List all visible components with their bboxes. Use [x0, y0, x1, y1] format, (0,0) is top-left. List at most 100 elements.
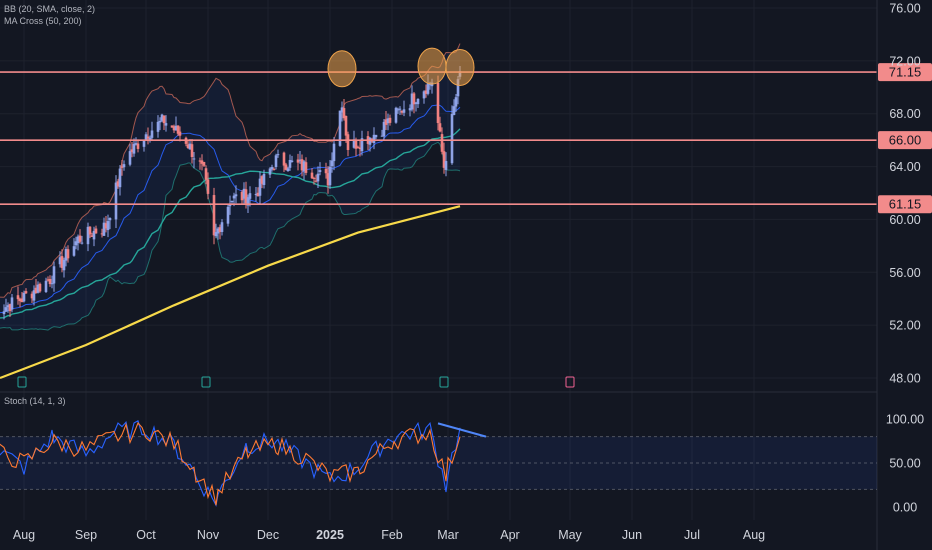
candle-body	[46, 279, 50, 281]
candle-body	[174, 125, 178, 131]
candle-body	[22, 292, 26, 302]
price-tick-label: 76.00	[889, 2, 920, 16]
candle-body	[426, 82, 430, 94]
candle-body	[276, 154, 280, 156]
candle-body	[58, 257, 62, 265]
candle-body	[30, 293, 34, 299]
candle-body	[254, 193, 258, 196]
candle-body	[92, 230, 96, 240]
candle-body	[164, 123, 168, 126]
bollinger-lower	[0, 141, 461, 331]
candle-body	[130, 149, 134, 152]
price-tick-label: 52.00	[889, 319, 920, 333]
candle-body	[16, 295, 20, 300]
candle-body	[74, 241, 78, 246]
time-tick-label: Aug	[743, 528, 765, 542]
candle-body	[104, 223, 108, 229]
candle-body	[272, 168, 276, 170]
highlight-circle	[445, 48, 475, 86]
candles[interactable]	[0, 65, 462, 324]
legend-stoch[interactable]: Stoch (14, 1, 3)	[4, 396, 66, 406]
event-markers[interactable]	[17, 376, 575, 388]
legend-bb[interactable]: BB (20, SMA, close, 2)	[4, 4, 95, 14]
candle-body	[282, 152, 286, 166]
candle-body	[436, 82, 440, 123]
candle-body	[148, 137, 152, 141]
candle-body	[258, 178, 262, 196]
highlight-circle	[417, 47, 447, 85]
candle-body	[36, 284, 40, 293]
candle-body	[158, 120, 162, 123]
candle-body	[186, 144, 190, 148]
candle-body	[324, 168, 328, 174]
candle-body	[214, 232, 218, 237]
candle-body	[88, 226, 92, 235]
level-badge	[878, 131, 932, 150]
candle-body	[76, 236, 80, 244]
candle-body	[372, 134, 376, 143]
candle-body	[108, 218, 112, 221]
price-tick-label: 64.00	[889, 160, 920, 174]
candle-body	[146, 136, 150, 139]
candle-body	[172, 126, 176, 131]
candle-body	[162, 115, 166, 124]
candle-body	[454, 97, 458, 107]
candle-body	[18, 298, 22, 302]
candle-body	[368, 137, 372, 145]
candle-body	[178, 131, 182, 136]
candle-body	[44, 280, 48, 292]
time-tick-label: May	[558, 528, 582, 542]
candle-body	[438, 123, 442, 132]
legend-ma-cross[interactable]: MA Cross (50, 200)	[4, 16, 82, 26]
candle-body	[60, 256, 64, 268]
price-tick-label: 68.00	[889, 107, 920, 121]
candle-body	[246, 197, 250, 206]
candle-body	[398, 108, 402, 110]
candle-body	[302, 161, 306, 172]
candle-body	[338, 110, 342, 146]
candle-body	[120, 166, 124, 168]
candle-body	[34, 287, 38, 294]
stoch-trendline[interactable]	[437, 422, 487, 438]
stoch-band	[0, 436, 877, 490]
candle-body	[176, 125, 180, 134]
candle-body	[312, 177, 316, 179]
candle-body	[288, 159, 292, 168]
candle-body	[226, 206, 230, 224]
time-tick-label: Feb	[381, 528, 403, 542]
price-axis[interactable]: 76.00 72.00 68.00 64.00 60.00 56.00 52.00 48.00	[889, 2, 920, 386]
bollinger-upper	[0, 43, 461, 298]
highlight-circles[interactable]	[327, 47, 475, 88]
candle-body	[66, 249, 70, 259]
event-marker-icon	[17, 376, 27, 388]
candle-body	[332, 143, 336, 162]
candle-body	[396, 109, 400, 111]
candle-body	[2, 311, 6, 315]
candle-body	[422, 91, 426, 99]
candle-body	[170, 125, 174, 128]
candle-body	[342, 108, 346, 119]
candle-body	[408, 108, 412, 111]
candle-body	[356, 146, 360, 148]
stoch-tick-label: 100.00	[886, 413, 924, 427]
time-tick-label: Dec	[257, 528, 279, 542]
candle-body	[100, 233, 104, 235]
candle-body	[102, 222, 106, 236]
time-tick-label: Oct	[136, 528, 156, 542]
candle-body	[204, 168, 208, 180]
candle-body	[260, 176, 264, 184]
time-axis[interactable]: Aug Sep Oct Nov Dec 2025 Feb Mar Apr May Jun Jul Aug	[13, 528, 765, 542]
candle-body	[128, 151, 132, 165]
candle-body	[62, 259, 66, 271]
stoch-axis[interactable]: 100.00 50.00 0.00	[886, 413, 924, 515]
candle-body	[358, 147, 362, 150]
candle-body	[298, 159, 302, 161]
candle-body	[244, 189, 248, 204]
stoch-lines	[0, 419, 461, 507]
candle-body	[142, 140, 146, 147]
time-tick-label: 2025	[316, 528, 344, 542]
price-tick-label: 60.00	[889, 213, 920, 227]
candle-body	[284, 164, 288, 170]
